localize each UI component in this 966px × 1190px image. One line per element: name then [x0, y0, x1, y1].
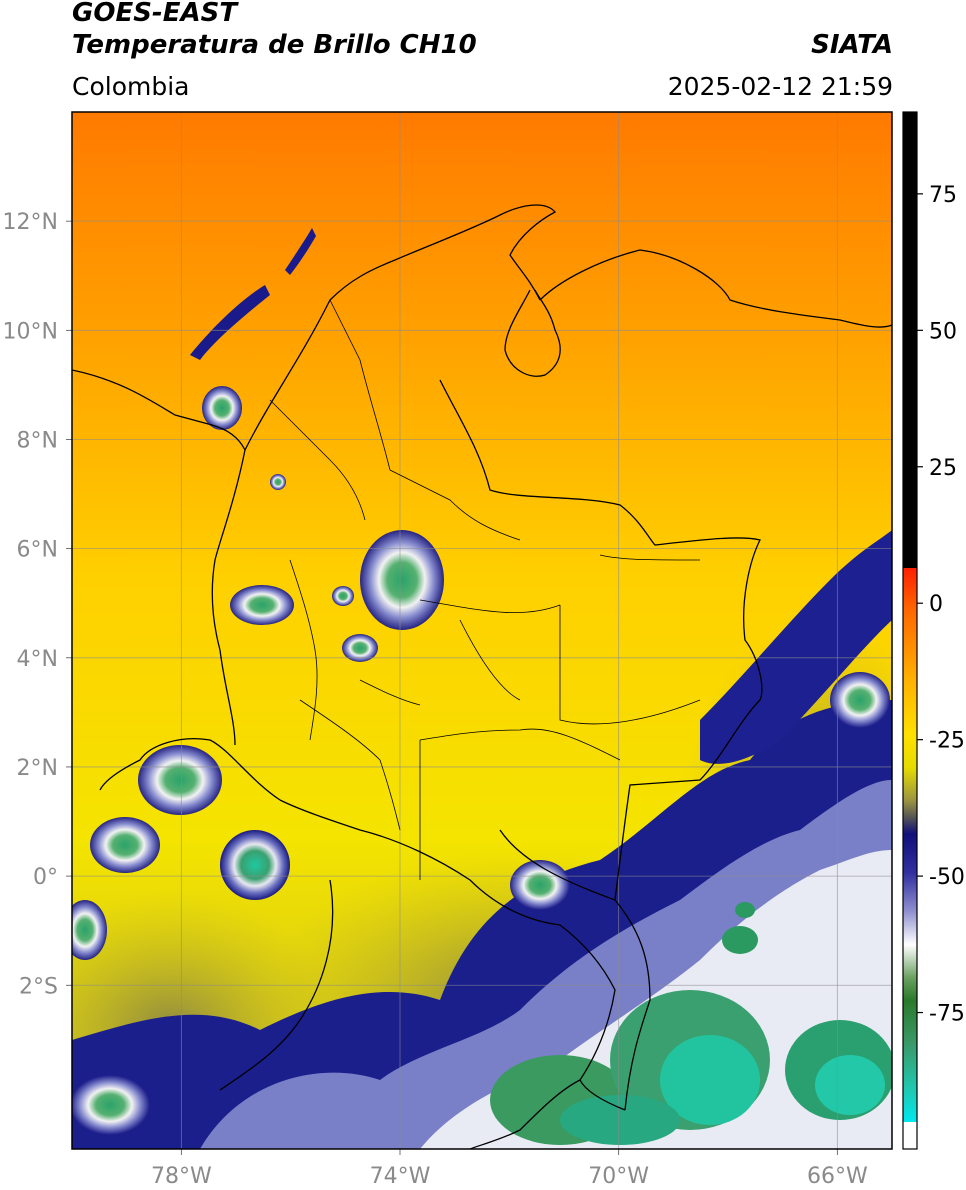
lat-tick-label: 2°N [17, 756, 58, 781]
lon-tick-label: 74°W [370, 1164, 431, 1189]
colorbar-gradient [903, 568, 917, 1122]
colorbar-tick-label: 0 [929, 592, 943, 617]
map-gridlines [66, 112, 892, 1155]
department-borders [269, 299, 701, 880]
colorbar-tick-labels: 75 50 25 0 -25 -50 -75 [917, 183, 965, 1027]
colorbar-tick-label: 50 [929, 319, 957, 344]
colorbar-tick-label: -75 [929, 1002, 965, 1027]
colorbar-tick-label: -25 [929, 729, 965, 754]
lat-tick-label: 10°N [3, 319, 58, 344]
lat-tick-label: 2°S [19, 974, 58, 999]
cloud-layer [72, 228, 892, 1149]
map-frame [71, 111, 893, 1150]
lat-tick-label: 0° [33, 865, 58, 890]
lat-tick-label: 8°N [17, 428, 58, 453]
lat-tick-label: 4°N [17, 647, 58, 672]
satellite-title: GOES-EAST [72, 0, 238, 28]
colorbar-tick-label: 25 [929, 456, 957, 481]
colorbar-cold-segment [903, 1122, 917, 1149]
agency-label: SIATA [811, 30, 893, 60]
region-label: Colombia [72, 72, 190, 101]
colorbar-tick-label: 75 [929, 183, 957, 208]
product-title: Temperatura de Brillo CH10 [72, 30, 477, 60]
latitude-tick-labels: 12°N 10°N 8°N 6°N 4°N 2°N 0° 2°S [3, 210, 58, 999]
lat-tick-label: 12°N [3, 210, 58, 235]
datetime-label: 2025-02-12 21:59 [667, 72, 893, 101]
lon-tick-label: 66°W [807, 1164, 868, 1189]
lat-tick-label: 6°N [17, 538, 58, 563]
lon-tick-label: 70°W [588, 1164, 649, 1189]
colorbar-warm-segment [903, 112, 917, 568]
colorbar-tick-label: -50 [929, 865, 965, 890]
lon-tick-label: 78°W [151, 1164, 212, 1189]
longitude-tick-labels: 78°W 74°W 70°W 66°W [151, 1164, 868, 1189]
colorbar-frame [902, 111, 918, 1150]
country-borders [72, 204, 892, 1149]
